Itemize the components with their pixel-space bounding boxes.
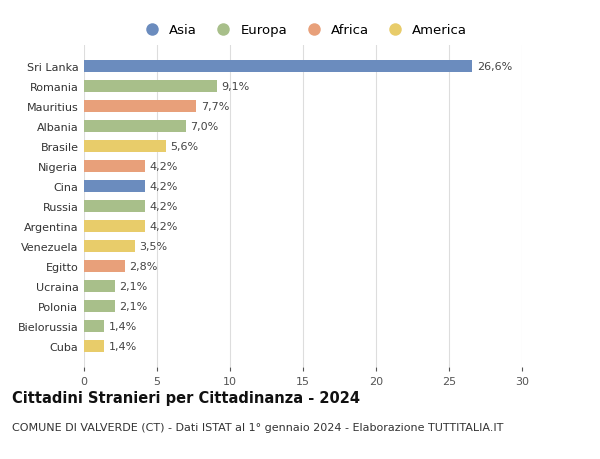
Text: 4,2%: 4,2%: [150, 182, 178, 191]
Bar: [84, 80, 217, 93]
Bar: [84, 301, 115, 313]
Bar: [84, 280, 115, 292]
Bar: [84, 261, 125, 273]
Text: 3,5%: 3,5%: [139, 241, 167, 252]
Text: 4,2%: 4,2%: [150, 162, 178, 172]
Text: 9,1%: 9,1%: [221, 82, 250, 91]
Text: 1,4%: 1,4%: [109, 322, 137, 331]
Bar: [84, 201, 145, 213]
Text: 2,8%: 2,8%: [129, 262, 158, 272]
Bar: [84, 101, 196, 112]
Bar: [84, 121, 186, 133]
Bar: [84, 140, 166, 152]
Text: 1,4%: 1,4%: [109, 341, 137, 352]
Bar: [84, 341, 104, 353]
Bar: [84, 180, 145, 192]
Text: 2,1%: 2,1%: [119, 281, 147, 291]
Bar: [84, 61, 472, 73]
Legend: Asia, Europa, Africa, America: Asia, Europa, Africa, America: [134, 20, 472, 41]
Text: 4,2%: 4,2%: [150, 202, 178, 212]
Text: 5,6%: 5,6%: [170, 141, 198, 151]
Text: COMUNE DI VALVERDE (CT) - Dati ISTAT al 1° gennaio 2024 - Elaborazione TUTTITALI: COMUNE DI VALVERDE (CT) - Dati ISTAT al …: [12, 422, 503, 432]
Bar: [84, 221, 145, 233]
Text: Cittadini Stranieri per Cittadinanza - 2024: Cittadini Stranieri per Cittadinanza - 2…: [12, 390, 360, 405]
Text: 26,6%: 26,6%: [477, 62, 512, 72]
Bar: [84, 320, 104, 333]
Bar: [84, 161, 145, 173]
Text: 4,2%: 4,2%: [150, 222, 178, 231]
Bar: [84, 241, 135, 252]
Text: 7,7%: 7,7%: [201, 101, 229, 112]
Text: 7,0%: 7,0%: [191, 122, 219, 132]
Text: 2,1%: 2,1%: [119, 302, 147, 312]
